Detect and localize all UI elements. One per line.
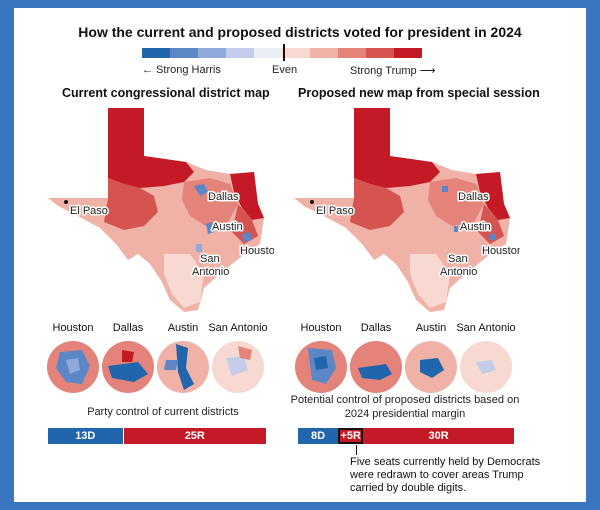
proposed-control-caption-line1: Potential control of proposed districts … (290, 394, 520, 406)
scale-swatch (142, 48, 170, 58)
panhandle-district (108, 108, 194, 188)
city-san: San (448, 253, 468, 265)
city-houston: Houston (482, 245, 520, 257)
annotation-line-3: carried by double digits. (350, 482, 467, 494)
scale-swatch (198, 48, 226, 58)
current-texas-map: El Paso Dallas Austin San Antonio Housto… (48, 108, 274, 312)
scale-swatch (366, 48, 394, 58)
central-district (182, 178, 238, 226)
dallas-urban (442, 186, 448, 192)
city-austin: Austin (460, 221, 491, 233)
current-seat-bar: 13D 25R (48, 428, 266, 444)
annotation-line-2: were redrawn to cover areas Trump (350, 469, 524, 481)
south-district (410, 254, 450, 308)
proposed-inset-dallas (350, 341, 402, 393)
current-inset-dallas (102, 341, 154, 393)
annotation-leader-line (356, 445, 357, 455)
color-scale (142, 48, 422, 58)
seat-segment-d: 8D (298, 428, 339, 444)
seat-segment-r: 25R (122, 428, 266, 444)
current-city-insets (47, 341, 264, 393)
city-el-paso: El Paso (316, 205, 354, 217)
san-antonio-urban (196, 244, 202, 252)
proposed-circle-label-houston: Houston (300, 322, 342, 334)
scale-swatch (394, 48, 422, 58)
proposed-city-insets (295, 341, 512, 393)
dallas-urban (194, 184, 208, 196)
houston-urban (242, 232, 252, 242)
city-houston: Houston (240, 245, 274, 257)
current-circle-label-houston: Houston (52, 322, 94, 334)
northeast-district (230, 172, 264, 220)
city-antonio: Antonio (192, 266, 229, 278)
el-paso-dot (310, 200, 314, 204)
graphic-title: How the current and proposed districts v… (78, 24, 522, 40)
proposed-seat-bar: 8D +5R 30R (298, 428, 514, 444)
south-district (164, 254, 204, 308)
graphic-panel: How the current and proposed districts v… (14, 8, 586, 502)
scale-swatch (226, 48, 254, 58)
city-antonio: Antonio (440, 266, 477, 278)
el-paso-dot (64, 200, 68, 204)
houston-urban (490, 234, 496, 240)
city-austin: Austin (212, 221, 243, 233)
proposed-circle-label-san-antonio: San Antonio (456, 322, 516, 334)
scale-swatch (338, 48, 366, 58)
proposed-district-shapes (294, 108, 510, 312)
annotation-line-1: Five seats currently held by Democrats (350, 456, 541, 468)
west-district (104, 178, 158, 230)
seat-segment-r: +5R (338, 428, 364, 444)
proposed-inset-austin (405, 341, 457, 393)
legend-even-label: Even (272, 64, 298, 76)
city-el-paso: El Paso (70, 205, 108, 217)
city-dallas: Dallas (208, 191, 239, 203)
seat-segment-d: 13D (48, 428, 123, 444)
current-inset-houston (47, 341, 99, 393)
proposed-circle-label-dallas: Dallas (360, 322, 392, 334)
proposed-circle-label-austin: Austin (415, 322, 447, 334)
current-inset-austin (157, 341, 209, 393)
east-district (232, 204, 258, 244)
austin-urban (454, 226, 458, 232)
northeast-district (476, 172, 510, 220)
current-circle-label-dallas: Dallas (112, 322, 144, 334)
current-circle-label-san-antonio: San Antonio (208, 322, 268, 334)
proposed-control-caption-line2: 2024 presidential margin (344, 408, 466, 420)
proposed-map-title: Proposed new map from special session (298, 86, 540, 100)
proposed-texas-map: El Paso Dallas Austin San Antonio Housto… (294, 108, 520, 312)
even-tick (283, 44, 285, 61)
proposed-inset-houston (295, 341, 347, 393)
west-district (350, 178, 404, 230)
east-district (478, 204, 504, 244)
seat-segment-r: 30R (363, 428, 514, 444)
current-map-title: Current congressional district map (62, 86, 270, 100)
panhandle-district (354, 108, 440, 188)
current-inset-san-antonio (212, 341, 264, 393)
legend-harris-label: ← Strong Harris (142, 64, 221, 76)
city-dallas: Dallas (458, 191, 489, 203)
scale-swatch (254, 48, 282, 58)
annotation-note: Five seats currently held by Democrats w… (350, 456, 540, 495)
scale-swatch (170, 48, 198, 58)
current-control-caption: Party control of current districts (87, 406, 239, 418)
current-district-shapes (48, 108, 264, 312)
current-circle-label-austin: Austin (167, 322, 199, 334)
legend-trump-label: Strong Trump ⟶ (350, 65, 436, 77)
proposed-inset-san-antonio (460, 341, 512, 393)
city-san: San (200, 253, 220, 265)
scale-swatch (310, 48, 338, 58)
scale-swatch (282, 48, 310, 58)
austin-urban (206, 222, 214, 234)
